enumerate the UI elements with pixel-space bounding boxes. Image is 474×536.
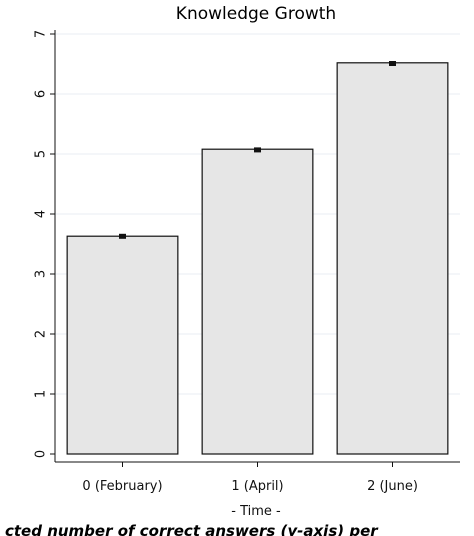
x-tick-label: 1 (April) [231,479,283,494]
x-axis-ticks: 0 (February) 1 (April) 2 (June) [82,462,418,494]
y-tick-label: 2 [34,330,49,338]
bar [336,62,449,455]
x-axis-label: - Time - [231,504,281,519]
y-axis-ticks: 0 1 2 3 4 5 6 7 [34,30,55,458]
y-tick-label: 5 [34,150,49,158]
y-tick-label: 3 [34,270,49,278]
y-tick-label: 0 [34,450,49,458]
y-tick-label: 1 [34,390,49,398]
y-tick-label: 4 [34,210,49,218]
error-bar [389,61,396,66]
bars [66,62,449,455]
error-bar [119,233,126,239]
bar [201,148,314,455]
error-bar [254,147,261,153]
bar [66,235,179,455]
figure-caption: cted number of correct answers (y-axis) … [5,522,379,536]
y-tick-label: 7 [34,30,49,38]
x-tick-label: 2 (June) [367,479,418,494]
x-tick-label: 0 (February) [82,479,162,494]
y-tick-label: 6 [34,90,49,98]
error-bars [119,61,396,239]
chart-title: Knowledge Growth [176,4,336,24]
